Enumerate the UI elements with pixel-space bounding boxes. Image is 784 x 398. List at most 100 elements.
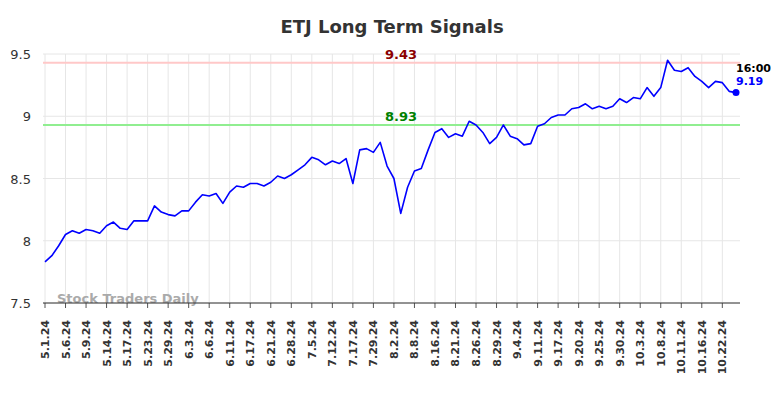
x-tick-label: 8.2.24 [388,320,401,359]
grid-line [65,54,66,303]
x-tick [640,303,641,308]
x-tick [599,303,600,308]
x-tick-label: 8.26.24 [470,320,483,367]
x-tick [270,303,271,308]
x-tick-label: 6.11.24 [224,320,237,367]
grid-line [106,54,107,303]
x-tick-label: 9.11.24 [532,320,545,367]
x-tick-label: 7.17.24 [347,320,360,367]
x-tick [352,303,353,308]
x-tick-label: 7.12.24 [326,320,339,367]
x-tick-label: 8.21.24 [449,320,462,367]
x-tick [373,303,374,308]
series-line [45,60,736,262]
reference-label: 9.43 [385,47,417,62]
grid-line [701,54,702,303]
y-tick-label: 7.5 [10,296,31,311]
grid-line [414,54,415,303]
grid-line [229,54,230,303]
x-tick-label: 9.17.24 [552,320,565,367]
end-point [733,89,740,96]
x-tick [229,303,230,308]
x-tick-label: 5.1.24 [39,320,52,359]
x-tick [393,303,394,308]
x-tick-label: 6.28.24 [285,320,298,367]
x-tick [291,303,292,308]
x-tick-label: 5.29.24 [162,320,175,367]
watermark: Stock Traders Daily [57,291,199,306]
y-tick-label: 9 [23,109,31,124]
grid-line [127,54,128,303]
x-tick [619,303,620,308]
x-tick [45,303,46,308]
x-tick-label: 5.6.24 [60,320,73,359]
grid-line [332,54,333,303]
x-tick [660,303,661,308]
x-tick-label: 6.17.24 [244,320,257,367]
reference-line [43,62,740,64]
x-tick [578,303,579,308]
x-tick [434,303,435,308]
x-tick [701,303,702,308]
grid-line [188,54,189,303]
x-tick [209,303,210,308]
x-tick-label: 6.3.24 [183,320,196,359]
reference-label: 8.93 [385,109,417,124]
grid-line [578,54,579,303]
grid-line [291,54,292,303]
x-tick-label: 9.20.24 [573,320,586,367]
x-tick [517,303,518,308]
grid-line [168,54,169,303]
x-tick-label: 5.17.24 [121,320,134,367]
x-tick-label: 10.3.24 [634,320,647,367]
grid-line [45,54,46,303]
title: ETJ Long Term Signals [280,16,503,37]
grid-line [373,54,374,303]
x-tick-label: 9.30.24 [614,320,627,367]
x-tick-label: 10.22.24 [716,320,729,375]
x-tick-label: 5.23.24 [142,320,155,367]
x-tick-label: 10.8.24 [655,320,668,367]
x-tick-label: 6.21.24 [265,320,278,367]
x-tick-label: 9.25.24 [593,320,606,367]
x-tick [558,303,559,308]
grid-line [681,54,682,303]
x-tick [722,303,723,308]
end-time: 16:00 [736,62,771,75]
y-tick-label: 8 [23,234,31,249]
grid-line [86,54,87,303]
reference-line [43,124,740,126]
grid-line [660,54,661,303]
x-tick [455,303,456,308]
grid-line [434,54,435,303]
grid-line [496,54,497,303]
x-tick [332,303,333,308]
grid-line [517,54,518,303]
x-tick-label: 8.16.24 [429,320,442,367]
x-tick-label: 8.29.24 [491,320,504,367]
y-tick-label: 9.5 [10,47,31,62]
x-tick-label: 10.11.24 [675,320,688,375]
x-tick-label: 5.9.24 [80,320,93,359]
chart: ETJ Long Term Signals7.588.599.55.1.245.… [0,0,784,398]
grid-line [311,54,312,303]
grid-line [599,54,600,303]
x-tick [537,303,538,308]
grid-line [147,54,148,303]
grid-line [558,54,559,303]
x-axis [43,303,740,304]
grid-line [209,54,210,303]
x-tick-label: 9.4.24 [511,320,524,359]
grid-line [537,54,538,303]
end-value: 9.19 [736,75,763,88]
plot-area [43,60,740,262]
x-tick [311,303,312,308]
grid-line [250,54,251,303]
grid-line [722,54,723,303]
x-tick [250,303,251,308]
grid-line [455,54,456,303]
grid-line [476,54,477,303]
grid-line [270,54,271,303]
x-tick [476,303,477,308]
x-tick-label: 6.6.24 [203,320,216,359]
